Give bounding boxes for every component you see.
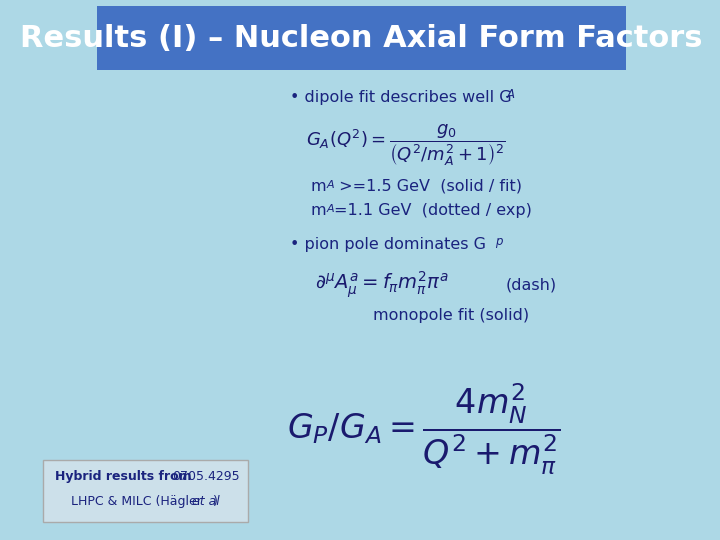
FancyBboxPatch shape [96,6,626,70]
Text: >=1.5 GeV  (solid / fit): >=1.5 GeV (solid / fit) [334,179,522,194]
Text: LHPC & MILC (Hägler: LHPC & MILC (Hägler [71,495,206,508]
Text: $\partial^\mu A_\mu^a = f_\pi m_\pi^2 \pi^a$: $\partial^\mu A_\mu^a = f_\pi m_\pi^2 \p… [315,270,449,300]
Text: 0705.4295: 0705.4295 [172,470,240,483]
Text: • dipole fit describes well G: • dipole fit describes well G [290,90,512,105]
Text: A: A [507,88,515,101]
Text: monopole fit (solid): monopole fit (solid) [373,308,529,323]
Text: p: p [495,235,503,248]
Text: ): ) [213,495,218,508]
Text: (dash): (dash) [505,278,557,293]
Text: m: m [311,179,326,194]
Text: =1.1 GeV  (dotted / exp): =1.1 GeV (dotted / exp) [334,203,532,218]
Text: $G_A(Q^2) = \dfrac{g_0}{\left(Q^2/m_A^2+1\right)^2}$: $G_A(Q^2) = \dfrac{g_0}{\left(Q^2/m_A^2+… [306,122,506,167]
Text: Hybrid results from: Hybrid results from [55,470,192,483]
Text: et al: et al [192,495,220,508]
Text: m: m [311,203,326,218]
Text: $G_P / G_A = \dfrac{4m_N^2}{Q^2 + m_\pi^2}$: $G_P / G_A = \dfrac{4m_N^2}{Q^2 + m_\pi^… [287,382,561,477]
Text: Results (I) – Nucleon Axial Form Factors: Results (I) – Nucleon Axial Form Factors [20,24,703,53]
Text: • pion pole dominates G: • pion pole dominates G [290,237,486,252]
Text: A: A [327,204,335,214]
Text: A: A [327,179,335,190]
FancyBboxPatch shape [43,460,248,522]
